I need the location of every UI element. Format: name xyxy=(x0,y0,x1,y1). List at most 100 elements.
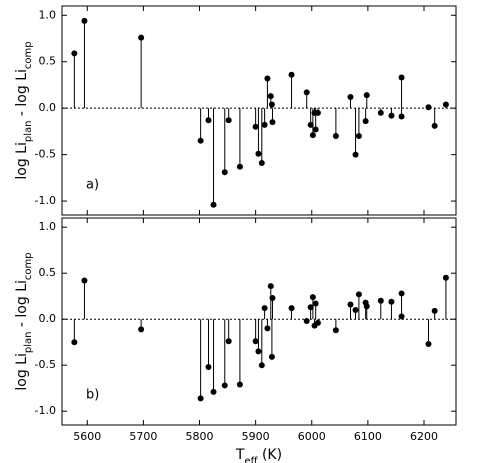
y-tick-label: 0.5 xyxy=(39,266,57,279)
y-axis-label: log Liplan - log Licomp xyxy=(14,252,34,390)
stem-marker xyxy=(225,117,232,124)
stem-marker xyxy=(398,313,405,320)
stem-marker xyxy=(398,74,405,81)
stem-marker xyxy=(442,101,449,108)
stem-marker xyxy=(205,117,212,124)
stem-marker xyxy=(303,318,310,325)
stem-marker xyxy=(431,307,438,314)
label-part: log Li xyxy=(14,353,30,390)
stem-marker xyxy=(352,151,359,158)
label-part: - log Li xyxy=(14,69,30,120)
panel-annotation: a) xyxy=(86,178,99,193)
stem-marker xyxy=(355,133,362,140)
stem-marker xyxy=(205,364,212,371)
y-tick-label: -0.5 xyxy=(35,358,56,371)
stem-marker xyxy=(431,122,438,129)
stem-marker xyxy=(267,283,274,290)
x-axis-label: Teff (K) xyxy=(235,447,282,463)
stem-marker xyxy=(255,150,262,157)
stem-marker xyxy=(312,126,319,133)
stem-marker xyxy=(312,300,319,307)
x-tick-label: 6100 xyxy=(354,430,382,443)
y-tick-label: 1.0 xyxy=(39,220,57,233)
stem-marker xyxy=(197,137,204,144)
x-tick-label: 6200 xyxy=(410,430,438,443)
label-part: - log Li xyxy=(14,280,30,331)
stem-marker xyxy=(425,104,432,111)
stem-marker xyxy=(309,294,316,301)
stem-marker xyxy=(236,163,243,170)
stem-marker xyxy=(210,388,217,395)
stem-marker xyxy=(81,17,88,24)
stem-marker xyxy=(221,382,228,389)
label-subscript: plan xyxy=(23,121,34,143)
label-subscript: comp xyxy=(23,41,34,69)
stem-marker xyxy=(362,118,369,125)
panel-annotation: b) xyxy=(86,388,99,403)
plot-frame xyxy=(61,5,457,216)
stem-marker xyxy=(210,201,217,208)
stem-marker xyxy=(352,307,359,313)
stem-marker xyxy=(425,341,432,348)
stem-marker xyxy=(347,301,354,308)
stem-marker xyxy=(261,305,268,312)
label-part: T xyxy=(235,447,245,463)
stem-marker xyxy=(355,291,362,298)
x-tick-label: 6000 xyxy=(298,430,326,443)
label-subscript: plan xyxy=(23,332,34,354)
y-tick-label: 0.0 xyxy=(39,101,57,114)
stem-marker xyxy=(363,303,370,310)
stem-marker xyxy=(398,113,405,120)
y-tick-label: -1.0 xyxy=(35,404,56,417)
stem-marker xyxy=(288,305,295,312)
y-tick-label: -1.0 xyxy=(35,194,56,207)
stem-marker xyxy=(307,121,314,128)
stem-marker xyxy=(332,133,339,140)
stem-marker xyxy=(307,304,314,311)
x-tick-label: 5900 xyxy=(242,430,270,443)
stem-marker xyxy=(398,290,405,297)
stem-marker xyxy=(138,326,145,333)
stem-marker xyxy=(252,123,259,130)
label-part: (K) xyxy=(258,447,283,463)
x-tick-label: 5800 xyxy=(186,430,214,443)
stem-marker xyxy=(314,319,321,326)
stem-marker xyxy=(269,119,276,126)
stem-marker xyxy=(267,93,274,100)
stem-marker xyxy=(388,298,395,305)
stem-marker xyxy=(269,295,276,302)
stem-marker xyxy=(236,381,243,388)
stem-marker xyxy=(388,112,395,119)
stem-marker xyxy=(258,159,265,166)
x-tick-label: 5700 xyxy=(129,430,157,443)
stem-marker xyxy=(225,338,232,345)
stem-marker xyxy=(71,339,78,346)
stem-marker xyxy=(252,338,259,345)
y-axis-label: log Liplan - log Licomp xyxy=(14,41,34,179)
stem-marker xyxy=(268,353,275,360)
y-tick-label: 0.0 xyxy=(39,312,57,325)
y-tick-label: 0.5 xyxy=(39,55,57,68)
stem-marker xyxy=(261,121,268,128)
stem-marker xyxy=(81,277,88,284)
stem-marker xyxy=(332,327,339,334)
stem-marker xyxy=(264,75,271,82)
stem-marker xyxy=(309,132,316,139)
label-part: log Li xyxy=(14,142,30,179)
stem-marker xyxy=(264,325,271,332)
stem-marker xyxy=(258,362,265,369)
y-tick-label: 1.0 xyxy=(39,8,57,21)
x-tick-label: 5600 xyxy=(73,430,101,443)
stem-marker xyxy=(221,169,228,176)
label-subscript: eff xyxy=(244,456,258,463)
stem-marker xyxy=(314,109,321,116)
stem-marker xyxy=(363,92,370,99)
stem-marker xyxy=(442,274,449,281)
stem-marker xyxy=(255,348,262,355)
stem-marker xyxy=(138,34,145,41)
stem-marker xyxy=(377,109,384,116)
stem-marker xyxy=(288,71,295,78)
plot-frame xyxy=(61,217,457,426)
stem-marker xyxy=(377,297,384,304)
